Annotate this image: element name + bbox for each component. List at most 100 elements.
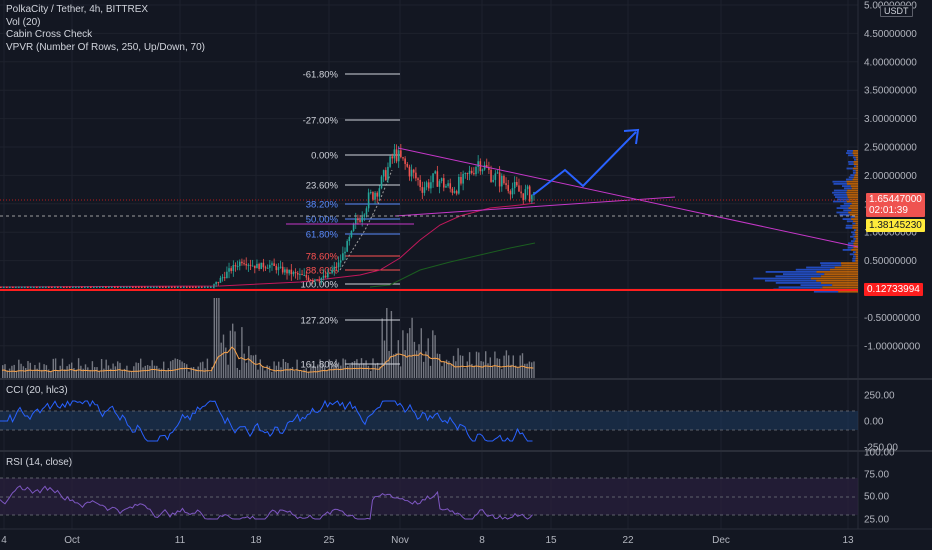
vpvr-bar-up [851, 231, 855, 234]
cci-label[interactable]: CCI (20, hlc3) [6, 385, 68, 396]
volume-bar [243, 353, 245, 378]
candle-body [90, 286, 92, 288]
cabin-indicator-label[interactable]: Cabin Cross Check [6, 29, 93, 40]
volume-bar [531, 362, 533, 378]
vpvr-bar-down [854, 240, 858, 242]
volume-bar [149, 365, 151, 378]
candle-body [369, 192, 372, 194]
volume-bar [36, 368, 38, 378]
volume-bar [8, 368, 11, 378]
projection-arrow-head [623, 128, 640, 145]
candle-body [254, 265, 256, 269]
vpvr-bar-down [816, 271, 858, 273]
volume-bar [383, 340, 386, 378]
volume-bar [411, 317, 413, 378]
volume-bar [27, 361, 29, 378]
candle-body [117, 286, 119, 288]
time-tick-label: 18 [250, 535, 262, 546]
vpvr-bar-down [854, 216, 858, 218]
time-tick-label: 4 [1, 535, 7, 546]
candle-body [223, 277, 226, 279]
candle-body [526, 186, 529, 190]
time-axis[interactable]: 4 Oct 11 18 25 Nov 8 15 22 Dec 13 [1, 535, 854, 546]
vpvr-indicator-label[interactable]: VPVR (Number Of Rows, 250, Up/Down, 70) [6, 41, 205, 53]
price-tick-label: -0.50000000 [864, 313, 921, 324]
candle-body [415, 172, 417, 179]
candle-body [39, 286, 41, 288]
price-tick-label: 4.50000000 [864, 29, 917, 40]
ma-line-red [0, 202, 536, 288]
vpvr-bar-up [850, 235, 855, 238]
volume-bar [144, 365, 146, 378]
candle-body [466, 173, 469, 175]
projection-path[interactable] [532, 131, 637, 196]
candle-body [262, 262, 265, 268]
vpvr-bar-up [847, 246, 854, 249]
vol-indicator-label[interactable]: Vol (20) [6, 16, 41, 28]
rsi-label[interactable]: RSI (14, close) [6, 457, 73, 468]
vpvr-bar-down [830, 268, 858, 271]
vpvr-bar-down [853, 176, 858, 179]
fib-retracement[interactable]: -61.80% -27.00% 0.00% 23.60% 38.20% 50.00% 61.… [300, 70, 400, 371]
candle-body [162, 286, 164, 288]
vpvr-bar-down [854, 235, 858, 238]
volume-bar [266, 365, 268, 378]
candle-body [503, 175, 505, 184]
vpvr-bar-down [854, 231, 858, 234]
candle-body [51, 286, 53, 288]
symbol-title[interactable]: PolkaCity / Tether, 4h, BITTREX [6, 4, 149, 15]
vpvr-bar-up [833, 194, 848, 196]
candle-body [186, 286, 188, 288]
candle-body [374, 192, 376, 200]
ascending-trendline[interactable] [394, 196, 676, 217]
candle-body [477, 161, 479, 167]
time-tick-label: 11 [175, 535, 186, 546]
candle-body [432, 173, 434, 183]
candle-body [331, 269, 333, 273]
volume-bar [135, 362, 137, 378]
volume-bar [413, 341, 416, 378]
price-axis[interactable]: 5.000000004.500000004.000000003.50000000… [864, 1, 921, 353]
volume-bar [351, 362, 353, 378]
volume-bar [358, 364, 360, 378]
fib-level-label: 88.60% [306, 266, 339, 277]
volume-bar [528, 361, 531, 378]
volume-bar [301, 371, 303, 378]
volume-bar [333, 365, 335, 378]
candle-body [81, 286, 83, 288]
volume-bar [478, 352, 480, 378]
candle-body [357, 218, 359, 221]
volume-bar [174, 358, 176, 378]
vpvr-bar-down [853, 246, 858, 249]
vpvr-bar-up [852, 251, 856, 253]
candle-body [387, 166, 389, 181]
vpvr-bar-up [820, 262, 841, 264]
vpvr-bar-down [846, 180, 858, 183]
volume-bar [167, 368, 169, 378]
descending-trendline[interactable] [397, 147, 859, 248]
volume-bar [296, 359, 298, 378]
vpvr-bar-down [852, 178, 858, 181]
candle-body [402, 157, 404, 159]
candle-body [204, 286, 206, 288]
currency-badge[interactable]: USDT [880, 5, 913, 17]
vpvr-profile [753, 150, 858, 293]
vpvr-bar-up [846, 167, 853, 170]
candle-body [423, 187, 426, 193]
cci-axis: 250.00 0.00 -250.00 [864, 391, 898, 454]
candle-body [410, 169, 413, 177]
volume-bar [123, 368, 126, 378]
candle-body [111, 286, 113, 288]
volume-bar [439, 354, 441, 378]
vpvr-bar-up [852, 233, 856, 236]
price-tick-label: 3.00000000 [864, 114, 917, 125]
vpvr-bar-down [847, 189, 858, 192]
volume-bar [48, 369, 50, 378]
volume-bar [96, 367, 98, 378]
volume-bar [321, 364, 324, 378]
volume-bar [45, 365, 48, 378]
volume-bar [140, 358, 142, 378]
volume-bar [487, 363, 489, 378]
candle-body [120, 286, 122, 288]
